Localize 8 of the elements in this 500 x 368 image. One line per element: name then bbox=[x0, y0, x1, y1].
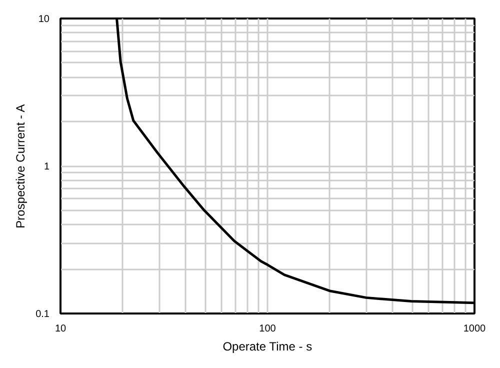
y-axis-title: Prospective Current - A bbox=[14, 104, 28, 228]
y-tick-label: 0.1 bbox=[36, 309, 50, 320]
y-tick-label: 10 bbox=[38, 14, 50, 25]
y-tick-label: 1 bbox=[44, 162, 50, 172]
x-tick-label: 1000 bbox=[463, 324, 486, 334]
x-axis-title: Operate Time - s bbox=[222, 340, 312, 354]
x-tick-label: 100 bbox=[259, 324, 276, 334]
x-tick-label: 10 bbox=[54, 324, 66, 334]
